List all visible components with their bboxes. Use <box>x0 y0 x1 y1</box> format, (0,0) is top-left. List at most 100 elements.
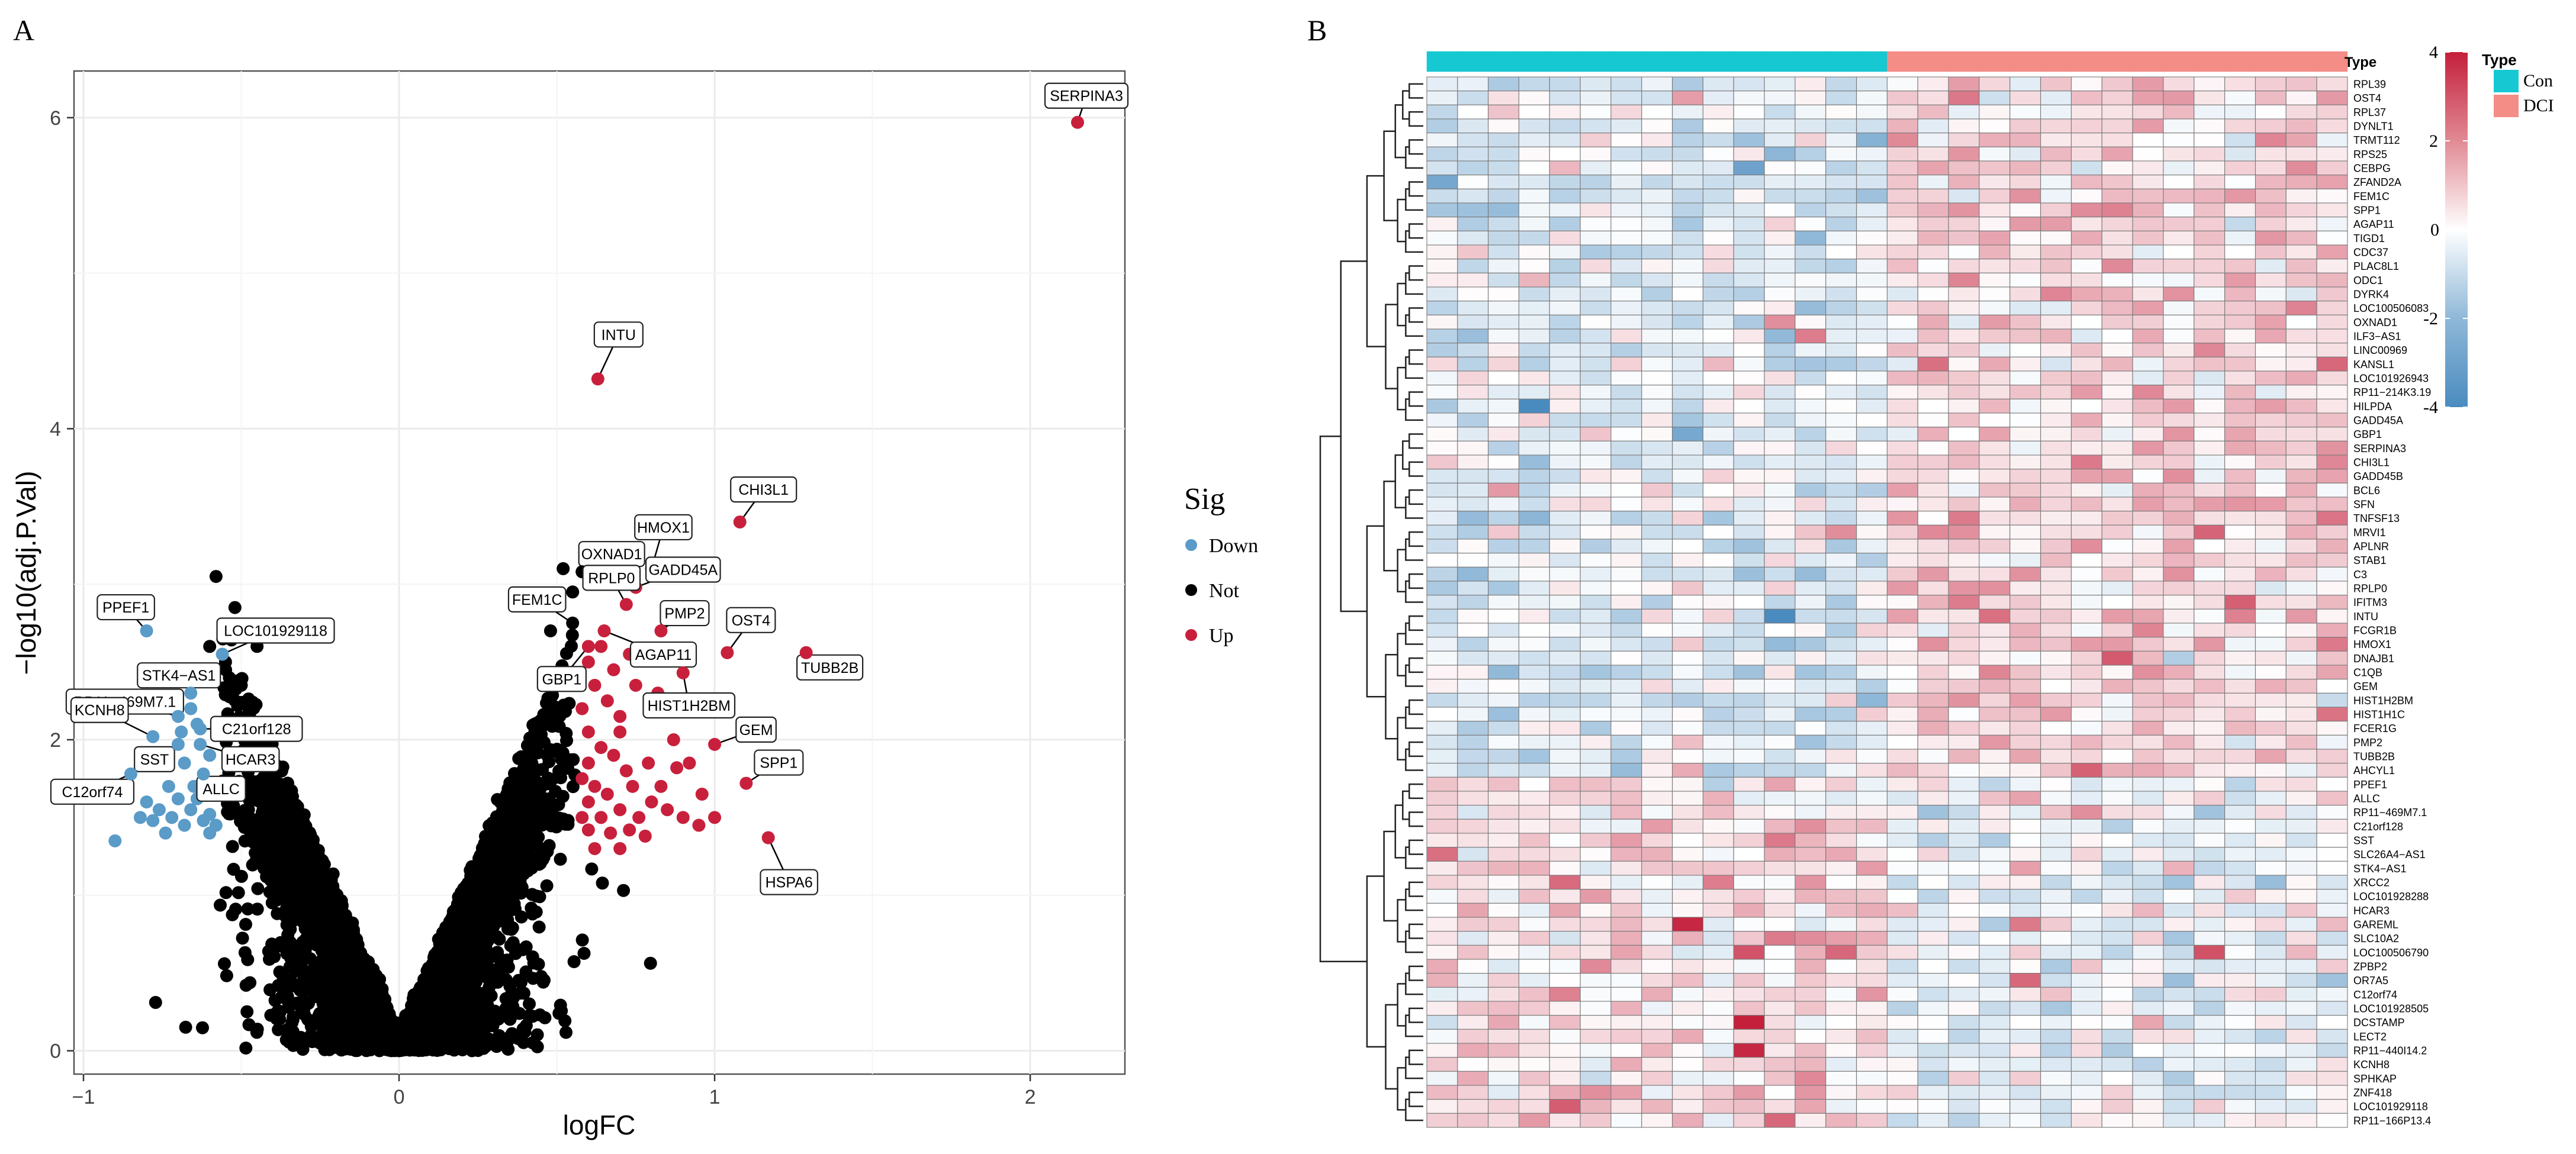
legend-swatch <box>1185 539 1197 551</box>
heatmap-cell <box>1549 328 1581 344</box>
heatmap-cell <box>2009 118 2041 134</box>
heatmap-cell <box>2070 945 2102 960</box>
heatmap-cell <box>1426 511 1458 526</box>
heatmap-cell <box>1825 692 1857 708</box>
heatmap-cell <box>1610 889 1642 904</box>
y-axis-label: −log10(adj.P.Val) <box>11 471 41 675</box>
heatmap-cell <box>2255 553 2286 568</box>
heatmap-cell <box>1610 76 1642 92</box>
heatmap-cell <box>1457 833 1489 848</box>
heatmap-cell <box>1856 440 1888 456</box>
heatmap-cell <box>2285 202 2317 218</box>
heatmap-cell <box>1948 818 1980 834</box>
heatmap-cell <box>2316 1029 2348 1044</box>
heatmap-cell <box>2194 959 2226 974</box>
heatmap-cell <box>1580 343 1612 357</box>
heatmap-cell <box>1610 595 1642 610</box>
heatmap-cell <box>1733 749 1765 764</box>
labeled-point <box>733 515 747 529</box>
heatmap-cell <box>1733 1099 1765 1114</box>
heatmap-cell <box>1979 721 2011 736</box>
heatmap-cell <box>2255 581 2286 596</box>
heatmap-cell <box>1580 665 1612 680</box>
heatmap-cell <box>1794 539 1826 554</box>
heatmap-cell <box>2101 118 2133 134</box>
heatmap-cell <box>1702 511 1734 526</box>
heatmap-cell <box>2255 1099 2286 1114</box>
heatmap-cell <box>2224 1029 2256 1044</box>
heatmap-cell <box>1518 482 1550 498</box>
heatmap-cell <box>2101 791 2133 806</box>
heatmap-cell <box>1856 875 1888 890</box>
heatmap-cell <box>2255 763 2286 778</box>
heatmap-cell <box>1825 217 1857 231</box>
up-point <box>683 756 696 770</box>
heatmap-cell <box>2101 959 2133 974</box>
heatmap-cell <box>1672 917 1704 932</box>
heatmap-cell <box>2132 1001 2164 1016</box>
heatmap-cell <box>1641 539 1673 554</box>
heatmap-cell <box>1488 608 1520 624</box>
heatmap-cell <box>2101 553 2133 568</box>
gene-label: C21orf128 <box>200 715 303 742</box>
heatmap-cell <box>1886 497 1918 512</box>
row-label: HCAR3 <box>2353 905 2390 917</box>
heatmap-cell <box>2194 721 2226 736</box>
heatmap-cell <box>1733 650 1765 666</box>
heatmap-cell <box>2163 889 2195 904</box>
heatmap-cell <box>2070 272 2102 288</box>
heatmap-cell <box>1672 524 1704 540</box>
heatmap-cell <box>2285 133 2317 147</box>
heatmap-cell <box>1794 272 1826 288</box>
heatmap-cell <box>1733 118 1765 134</box>
heatmap-cell <box>1457 539 1489 554</box>
heatmap-cell <box>1610 188 1642 204</box>
heatmap-cell <box>1794 188 1826 204</box>
heatmap-cell <box>2194 818 2226 834</box>
heatmap-cell <box>1641 763 1673 778</box>
heatmap-cell <box>1641 412 1673 428</box>
heatmap-cell <box>1610 650 1642 666</box>
heatmap-cell <box>2194 566 2226 582</box>
heatmap-cell <box>1764 175 1796 189</box>
heatmap-cell <box>1948 202 1980 218</box>
heatmap-cell <box>2316 76 2348 92</box>
heatmap-cell <box>2316 1113 2348 1128</box>
row-dendrogram <box>1319 83 1423 1121</box>
row-label: LOC101928288 <box>2353 891 2429 902</box>
heatmap-cell <box>1580 637 1612 652</box>
heatmap-cell <box>1917 1029 1949 1044</box>
heatmap-cell <box>1979 175 2011 189</box>
heatmap-cell <box>2316 566 2348 582</box>
heatmap-cell <box>2163 272 2195 288</box>
gene-label: INTU <box>593 321 644 379</box>
svg-text:SERPINA3: SERPINA3 <box>1050 88 1123 105</box>
heatmap-cell <box>1794 1085 1826 1100</box>
labeled-point <box>619 598 633 611</box>
heatmap-cell <box>2316 721 2348 736</box>
heatmap-cell <box>1549 175 1581 189</box>
row-label: RP11−214K3.19 <box>2353 386 2431 398</box>
heatmap-cell <box>1886 230 1918 246</box>
gene-label: AGAP11 <box>604 630 697 668</box>
heatmap-cell <box>1457 595 1489 610</box>
heatmap-cell <box>1580 734 1612 750</box>
heatmap-cell <box>1886 1001 1918 1016</box>
heatmap-cell <box>1886 987 1918 1002</box>
heatmap-cell <box>2316 244 2348 260</box>
heatmap-cell <box>1764 76 1796 92</box>
heatmap-cell <box>1794 104 1826 120</box>
heatmap-cell <box>2194 356 2226 372</box>
heatmap-cell <box>2070 328 2102 344</box>
up-point <box>588 842 602 855</box>
heatmap-cell <box>1856 454 1888 470</box>
heatmap-cell <box>1856 805 1888 820</box>
heatmap-cell <box>2194 581 2226 596</box>
heatmap-cell <box>2224 1113 2256 1128</box>
svg-text:C21orf128: C21orf128 <box>222 721 291 738</box>
heatmap-cell <box>1702 244 1734 260</box>
heatmap-cell <box>2040 188 2072 204</box>
row-label: RPS25 <box>2353 149 2387 160</box>
heatmap-cell <box>2040 581 2072 596</box>
heatmap-cell <box>2101 328 2133 344</box>
